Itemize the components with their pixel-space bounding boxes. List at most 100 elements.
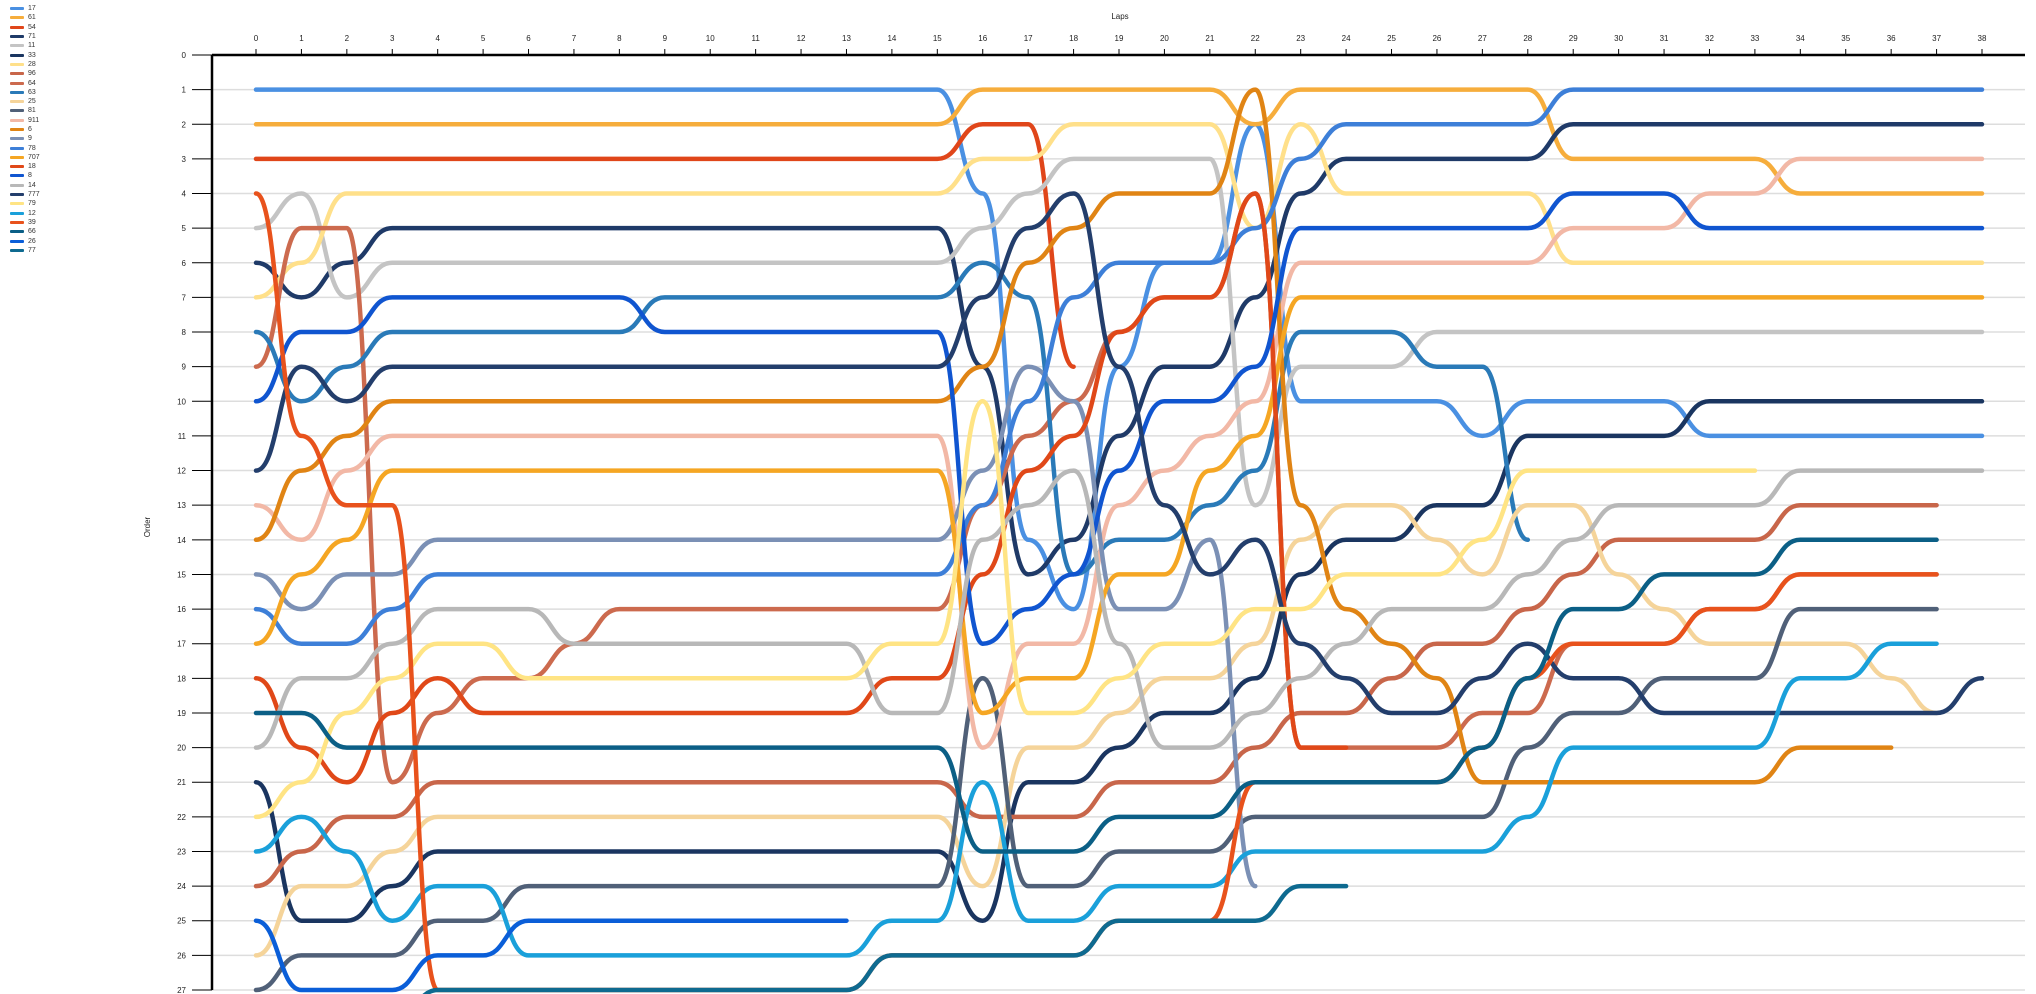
y-tick-label: 12 (177, 467, 186, 476)
legend-swatch (10, 16, 24, 20)
legend-label: 81 (28, 107, 36, 115)
legend-label: 777 (28, 191, 40, 199)
legend-swatch (10, 202, 24, 206)
y-tick-label: 11 (178, 432, 187, 441)
axes: 0123456789101112131415161718192021222324… (177, 34, 2025, 994)
legend-item: 11 (10, 41, 40, 50)
series-line-9 (253, 364, 1258, 889)
x-tick-label: 22 (1251, 34, 1260, 43)
legend-label: 25 (28, 98, 36, 106)
legend-item: 6 (10, 125, 40, 134)
x-tick-label: 1 (299, 34, 304, 43)
y-tick-label: 23 (177, 847, 186, 856)
y-tick-label: 4 (182, 190, 187, 199)
series-line-11 (253, 156, 1985, 508)
legend-label: 96 (28, 70, 36, 78)
legend-label: 26 (28, 237, 36, 245)
legend-label: 8 (28, 172, 32, 180)
legend-item: 25 (10, 97, 40, 106)
legend-swatch (10, 155, 24, 159)
legend-item: 77 (10, 246, 40, 255)
y-tick-label: 20 (177, 744, 186, 753)
legend-item: 14 (10, 181, 40, 190)
y-tick-label: 17 (177, 640, 186, 649)
x-tick-label: 2 (345, 34, 350, 43)
legend-item: 33 (10, 50, 40, 59)
legend-item: 707 (10, 153, 40, 162)
y-tick-label: 18 (177, 674, 186, 683)
legend-swatch (10, 25, 24, 29)
legend-label: 33 (28, 51, 36, 59)
y-tick-label: 8 (182, 328, 187, 337)
legend-swatch (10, 248, 24, 252)
legend-item: 78 (10, 143, 40, 152)
legend-item: 9 (10, 134, 40, 143)
series-line-777 (253, 191, 1985, 716)
legend-label: 9 (28, 135, 32, 143)
series-line-17 (253, 87, 1985, 612)
y-tick-label: 9 (182, 363, 187, 372)
legend-swatch (10, 118, 24, 122)
legend-label: 77 (28, 246, 36, 254)
legend-label: 28 (28, 60, 36, 68)
legend-item: 79 (10, 199, 40, 208)
legend-swatch (10, 174, 24, 178)
legend-item: 66 (10, 227, 40, 236)
y-tick-label: 25 (177, 917, 186, 926)
series-line-6 (253, 87, 1894, 785)
legend-item: 81 (10, 106, 40, 115)
y-tick-label: 14 (177, 536, 186, 545)
x-tick-label: 10 (706, 34, 715, 43)
legend-label: 63 (28, 88, 36, 96)
x-tick-label: 35 (1841, 34, 1850, 43)
x-tick-label: 29 (1569, 34, 1578, 43)
legend-swatch (10, 72, 24, 76)
x-tick-label: 16 (978, 34, 987, 43)
legend-item: 63 (10, 88, 40, 97)
x-tick-label: 32 (1705, 34, 1714, 43)
y-tick-label: 5 (182, 224, 187, 233)
legend-swatch (10, 128, 24, 131)
legend-label: 17 (28, 5, 36, 13)
x-tick-label: 21 (1205, 34, 1214, 43)
x-tick-label: 4 (435, 34, 440, 43)
legend-swatch (10, 62, 24, 66)
series-line-71 (253, 122, 1985, 577)
x-tick-label: 38 (1978, 34, 1987, 43)
legend-label: 707 (28, 153, 40, 161)
y-tick-label: 15 (177, 570, 186, 579)
x-tick-label: 37 (1932, 34, 1941, 43)
x-tick-label: 19 (1115, 34, 1124, 43)
series-line-12 (253, 641, 1939, 958)
legend-label: 71 (28, 33, 36, 41)
legend-swatch (10, 44, 24, 48)
x-tick-label: 23 (1296, 34, 1305, 43)
y-tick-label: 6 (182, 259, 187, 268)
x-tick-label: 20 (1160, 34, 1169, 43)
y-tick-label: 13 (177, 501, 186, 510)
legend-label: 79 (28, 200, 36, 208)
x-tick-label: 27 (1478, 34, 1487, 43)
legend-item: 71 (10, 32, 40, 41)
series-line-28 (253, 122, 1985, 300)
x-tick-label: 25 (1387, 34, 1396, 43)
x-axis-title: Laps (1111, 12, 1128, 21)
series-line-54 (253, 122, 1076, 369)
legend-swatch (10, 230, 24, 234)
legend-swatch (10, 211, 24, 215)
legend-item: 28 (10, 60, 40, 69)
series-line-77 (422, 883, 1349, 994)
legend-item: 96 (10, 69, 40, 78)
series-line-61 (253, 87, 1985, 196)
legend-swatch (10, 7, 24, 11)
legend-swatch (10, 109, 24, 113)
x-tick-label: 28 (1523, 34, 1532, 43)
series-line-96 (253, 502, 1939, 889)
y-tick-label: 22 (177, 813, 186, 822)
legend-item: 64 (10, 78, 40, 87)
x-tick-label: 18 (1069, 34, 1078, 43)
y-tick-label: 24 (177, 882, 186, 891)
x-tick-label: 13 (842, 34, 851, 43)
legend-item: 12 (10, 209, 40, 218)
